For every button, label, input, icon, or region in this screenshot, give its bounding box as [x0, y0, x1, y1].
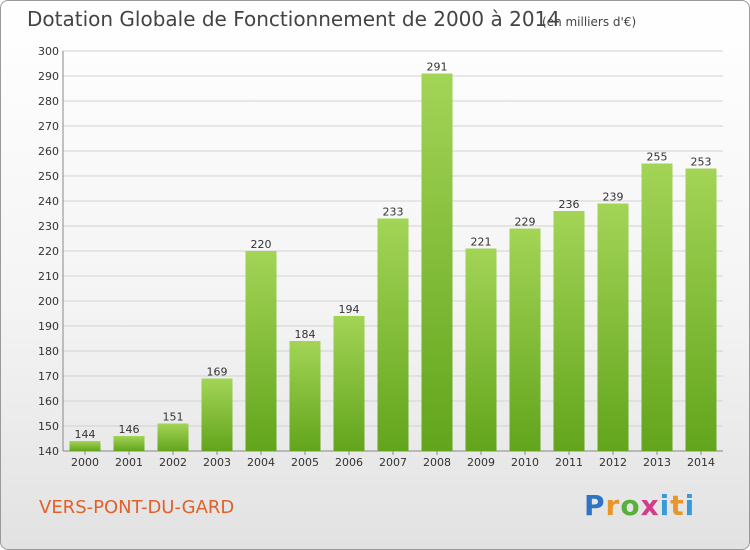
bar	[377, 218, 409, 451]
data-label: 146	[119, 423, 140, 436]
data-label: 221	[471, 236, 492, 249]
bar	[245, 251, 277, 451]
x-tick-label: 2011	[555, 456, 583, 469]
y-tick-label: 220	[38, 245, 59, 258]
bar	[597, 203, 629, 451]
y-tick-label: 170	[38, 370, 59, 383]
data-label: 229	[515, 216, 536, 229]
commune-name: VERS-PONT-DU-GARD	[39, 497, 235, 518]
unit-note: (en milliers d'€)	[542, 15, 637, 29]
y-tick-label: 180	[38, 345, 59, 358]
data-label: 220	[251, 238, 272, 251]
bar	[157, 423, 189, 451]
data-label: 151	[163, 411, 184, 424]
x-tick-label: 2006	[335, 456, 363, 469]
bar	[465, 248, 497, 451]
bar	[113, 436, 145, 451]
y-tick-label: 160	[38, 395, 59, 408]
y-tick-label: 280	[38, 95, 59, 108]
bar	[641, 163, 673, 451]
x-tick-label: 2002	[159, 456, 187, 469]
data-label: 169	[207, 366, 228, 379]
x-tick-label: 2012	[599, 456, 627, 469]
y-tick-label: 250	[38, 170, 59, 183]
y-tick-label: 300	[38, 45, 59, 58]
data-label: 253	[691, 156, 712, 169]
bar	[289, 341, 321, 451]
data-label: 255	[647, 151, 668, 164]
bar	[69, 441, 101, 451]
bar	[421, 73, 453, 451]
y-tick-label: 210	[38, 270, 59, 283]
bar	[201, 378, 233, 451]
data-label: 184	[295, 328, 316, 341]
x-tick-label: 2007	[379, 456, 407, 469]
y-tick-label: 270	[38, 120, 59, 133]
bar	[333, 316, 365, 451]
x-tick-label: 2005	[291, 456, 319, 469]
bar	[553, 211, 585, 451]
x-tick-label: 2013	[643, 456, 671, 469]
y-tick-label: 290	[38, 70, 59, 83]
data-label: 144	[75, 428, 96, 441]
y-tick-label: 140	[38, 445, 59, 458]
x-tick-label: 2000	[71, 456, 99, 469]
x-tick-label: 2003	[203, 456, 231, 469]
y-tick-label: 240	[38, 195, 59, 208]
chart-title: Dotation Globale de Fonctionnement de 20…	[27, 7, 560, 31]
bar	[509, 228, 541, 451]
y-tick-label: 190	[38, 320, 59, 333]
y-tick-label: 260	[38, 145, 59, 158]
data-label: 291	[427, 61, 448, 74]
x-tick-label: 2014	[687, 456, 715, 469]
data-label: 239	[603, 191, 624, 204]
y-tick-label: 200	[38, 295, 59, 308]
x-tick-label: 2001	[115, 456, 143, 469]
proxiti-logo[interactable]: Proxiti	[584, 489, 696, 522]
bar	[685, 168, 717, 451]
data-label: 236	[559, 198, 580, 211]
data-label: 194	[339, 303, 360, 316]
x-tick-label: 2008	[423, 456, 451, 469]
x-tick-label: 2010	[511, 456, 539, 469]
x-tick-label: 2004	[247, 456, 275, 469]
x-tick-label: 2009	[467, 456, 495, 469]
y-tick-label: 150	[38, 420, 59, 433]
data-label: 233	[383, 206, 404, 219]
y-tick-label: 230	[38, 220, 59, 233]
